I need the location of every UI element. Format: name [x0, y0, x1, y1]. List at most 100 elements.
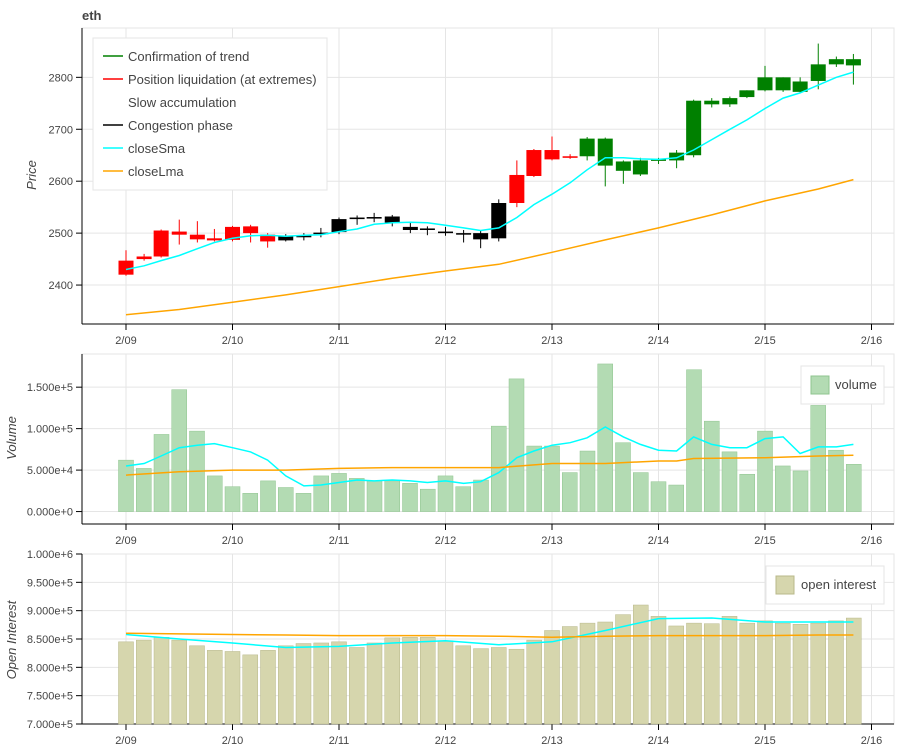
candle-body: [260, 234, 276, 242]
y-tick-label: 2600: [49, 176, 73, 188]
legend-box: [92, 37, 328, 191]
x-tick-label: 2/16: [861, 335, 882, 347]
y-tick-label: 5.000e+4: [27, 465, 73, 477]
x-tick-label: 2/14: [648, 535, 669, 547]
legend-swatch: [775, 575, 795, 595]
open-interest-bar: [420, 637, 436, 725]
open-interest-bar: [562, 626, 578, 725]
x-tick-label: 2/12: [435, 735, 456, 747]
y-tick-label: 2800: [49, 72, 73, 84]
volume-bar: [491, 425, 507, 512]
open-interest-bar: [455, 645, 471, 725]
x-tick-label: 2/15: [754, 735, 775, 747]
volume-bar: [278, 487, 294, 512]
open-interest-bar: [615, 614, 631, 725]
candle-body: [313, 232, 329, 235]
y-tick-label: 8.500e+5: [27, 634, 73, 646]
open-interest-bar: [224, 651, 241, 725]
x-tick-label: 2/15: [754, 535, 775, 547]
candle-body: [810, 64, 826, 81]
legend-label: closeSma: [128, 141, 186, 156]
candle-body: [456, 233, 472, 235]
candle-body: [136, 256, 152, 260]
candle-body: [828, 59, 844, 65]
open-interest-bar: [260, 650, 276, 725]
y-tick-label: 8.000e+5: [27, 662, 73, 674]
volume-bar: [260, 480, 276, 512]
x-tick-label: 2/13: [541, 335, 562, 347]
open-interest-bar: [739, 622, 755, 725]
candle-body: [402, 226, 418, 231]
volume-bar: [650, 481, 667, 512]
open-interest-axis-label: Open Interest: [4, 599, 19, 679]
legend-label: Congestion phase: [128, 118, 233, 133]
open-interest-bar: [828, 620, 844, 725]
x-tick-label: 2/16: [861, 735, 882, 747]
y-tick-label: 7.500e+5: [27, 691, 73, 703]
candle-body: [704, 100, 720, 105]
volume-bar: [224, 486, 241, 512]
candle-body: [153, 230, 169, 257]
x-tick-label: 2/14: [648, 335, 669, 347]
volume-bar: [615, 442, 631, 512]
oi-sma-line: [125, 617, 854, 649]
price-panel: 2400 2500 2600 2700 2800 2/09 2/10 2/11 2/12 2/13…: [49, 27, 895, 347]
volume-bar: [846, 464, 862, 512]
candle-body: [331, 219, 347, 233]
candle-body: [526, 150, 542, 176]
open-interest-bar: [544, 630, 560, 725]
open-interest-bar: [189, 645, 205, 725]
volume-legend: volume: [800, 365, 885, 405]
y-tick-label: 1.000e+6: [27, 549, 73, 561]
candle-body: [722, 98, 738, 105]
open-interest-bar: [775, 622, 791, 725]
open-interest-bar: [508, 648, 525, 725]
candle-body: [206, 238, 222, 241]
legend-label: Slow accumulation: [128, 95, 236, 110]
candle-body: [597, 138, 613, 166]
open-interest-bar: [366, 642, 383, 725]
candle-body: [579, 138, 595, 157]
open-interest-bar: [278, 645, 294, 725]
candle-body: [632, 160, 648, 175]
y-tick-label: 0.000e+0: [27, 507, 73, 519]
candle-body: [615, 161, 631, 171]
candle-body: [509, 174, 525, 204]
price-legend: Confirmation of trend Position liquidatio…: [92, 37, 328, 191]
volume-bar: [739, 473, 755, 512]
x-tick-label: 2/09: [115, 735, 136, 747]
open-interest-bar: [491, 647, 507, 725]
x-tick-label: 2/13: [541, 535, 562, 547]
open-interest-bar: [650, 616, 667, 725]
candle-body: [544, 150, 560, 160]
candle-body: [775, 77, 791, 91]
volume-bar: [633, 472, 649, 512]
y-tick-label: 9.500e+5: [27, 577, 73, 589]
volume-bar: [704, 420, 720, 512]
candle-body: [845, 59, 861, 66]
y-tick-label: 9.000e+5: [27, 606, 73, 618]
y-tick-label: 7.000e+5: [27, 719, 73, 731]
open-interest-bar: [579, 622, 596, 725]
y-tick-label: 2500: [49, 228, 73, 240]
candle-body: [739, 90, 755, 98]
candle-body: [757, 77, 773, 91]
open-interest-bar: [526, 639, 542, 725]
x-tick-label: 2/10: [222, 735, 243, 747]
candle-body: [491, 203, 507, 239]
candle-body: [419, 228, 435, 231]
open-interest-bar: [136, 639, 152, 725]
open-interest-bar: [207, 650, 223, 725]
legend-label: closeLma: [128, 164, 184, 179]
volume-bar: [579, 450, 596, 512]
candle-body: [225, 226, 240, 240]
candle-body: [171, 231, 187, 235]
open-interest-bar: [171, 639, 187, 725]
volume-bar: [508, 378, 525, 512]
volume-bar: [775, 465, 791, 512]
open-interest-bar: [686, 622, 702, 725]
x-tick-label: 2/11: [329, 535, 350, 547]
candle-body: [686, 100, 702, 156]
volume-axis-label: Volume: [4, 416, 19, 460]
